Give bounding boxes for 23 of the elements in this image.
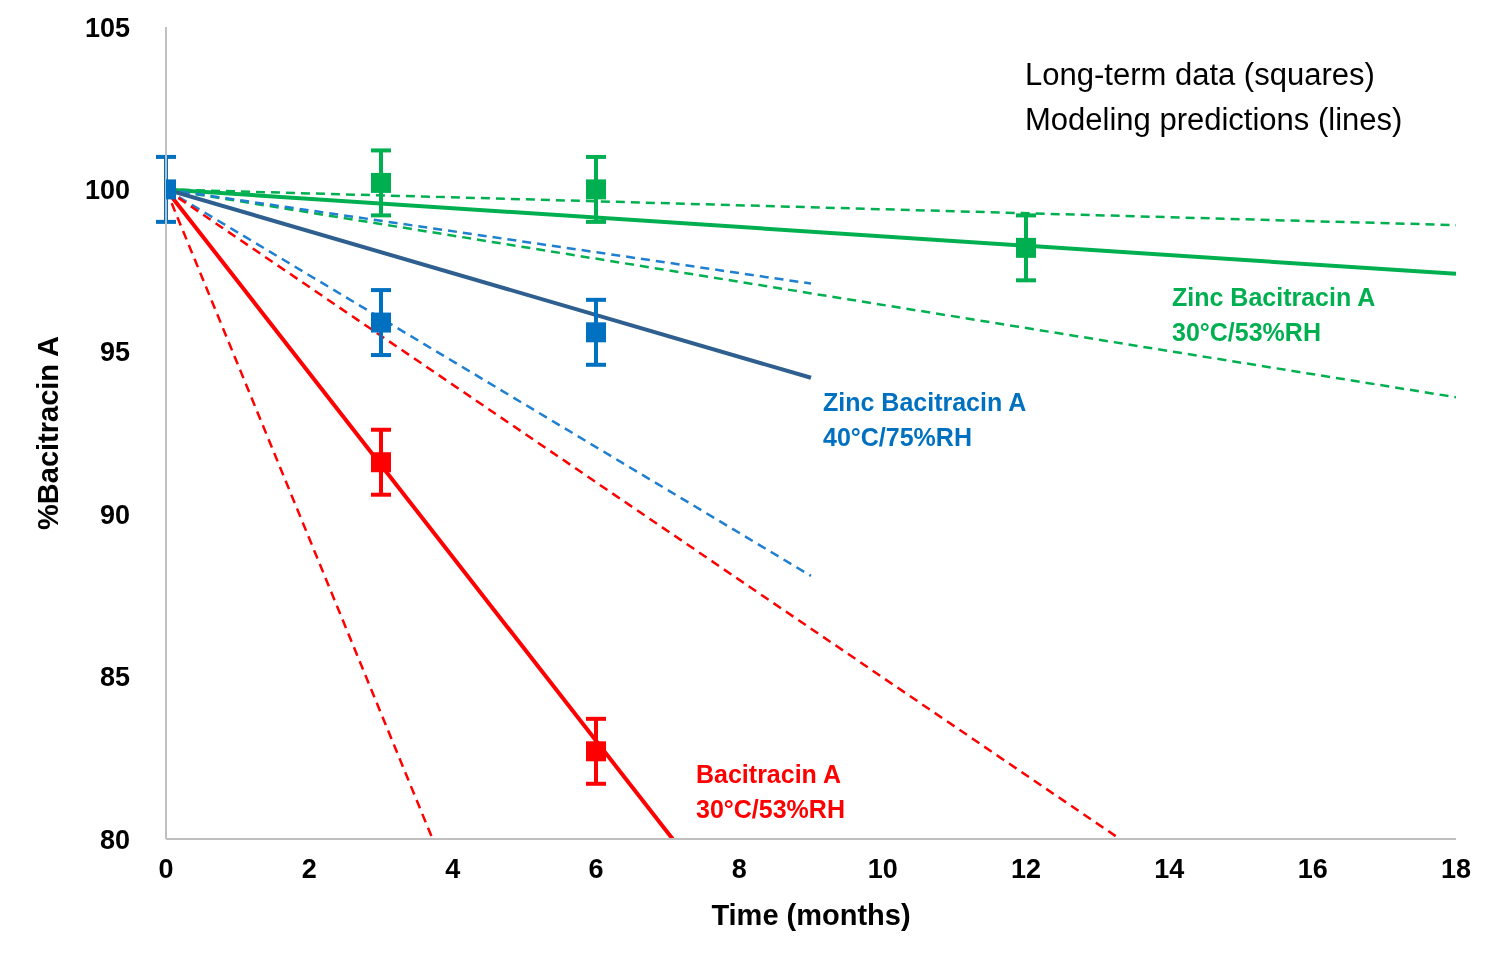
x-tick-label: 12 — [1010, 854, 1042, 885]
x-tick-label: 8 — [731, 854, 747, 885]
y-tick-label: 80 — [99, 824, 130, 855]
x-tick-label: 2 — [301, 854, 317, 885]
y-tick-label: 95 — [99, 337, 130, 368]
x-tick-label: 18 — [1440, 854, 1472, 885]
x-tick-label: 16 — [1297, 854, 1328, 885]
x-tick-label: 4 — [445, 854, 461, 885]
annotation: Modeling predictions (lines) — [1025, 101, 1403, 139]
x-tick-label: 6 — [588, 854, 604, 885]
x-tick-label: 0 — [158, 854, 174, 885]
y-tick-label: 105 — [84, 12, 130, 43]
annotation: Long-term data (squares) — [1025, 56, 1376, 94]
y-axis-title: %Bacitracin A — [32, 335, 65, 530]
x-tick-label: 10 — [867, 854, 898, 885]
y-tick-label: 85 — [99, 662, 130, 693]
annotation: Bacitracin A 30°C/53%RH — [696, 759, 845, 825]
x-tick-label: 14 — [1154, 854, 1185, 885]
annotation: Zinc Bacitracin A 30°C/53%RH — [1172, 282, 1376, 348]
y-tick-label: 100 — [84, 174, 130, 205]
y-tick-label: 90 — [99, 499, 130, 530]
annotation: Zinc Bacitracin A 40°C/75%RH — [823, 387, 1027, 453]
x-axis-title: Time (months) — [711, 899, 911, 931]
